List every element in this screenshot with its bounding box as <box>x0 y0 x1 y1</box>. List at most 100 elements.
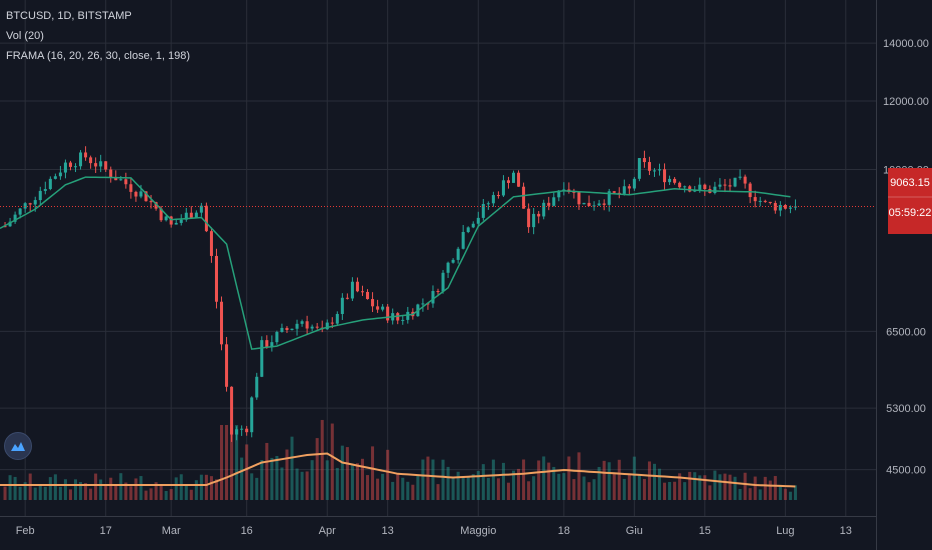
volume-bar <box>476 470 480 500</box>
volume-bar <box>129 486 133 500</box>
frama-indicator-label[interactable]: FRAMA (16, 20, 26, 30, close, 1, 198) <box>6 50 191 62</box>
candle-body <box>793 206 797 208</box>
candle-body <box>310 326 314 329</box>
candle-body <box>512 172 516 183</box>
symbol-label[interactable]: BTCUSD, 1D, BITSTAMP <box>6 10 132 22</box>
volume-bar <box>179 474 183 500</box>
volume-bar <box>673 481 677 500</box>
candle-body <box>406 311 410 320</box>
volume-bar <box>416 475 420 500</box>
volume-bar <box>209 476 213 500</box>
candle-body <box>144 191 148 202</box>
volume-bar <box>194 480 198 500</box>
candle-body <box>18 208 22 215</box>
candle-body <box>718 184 722 187</box>
candle-body <box>788 207 792 209</box>
volume-bars <box>3 419 797 500</box>
candle-body <box>773 202 777 211</box>
volume-bar <box>436 484 440 500</box>
volume-bar <box>23 482 27 500</box>
volume-bar <box>320 419 324 500</box>
candle-body <box>129 184 133 192</box>
candle-body <box>678 182 682 188</box>
volume-bar <box>708 485 712 500</box>
price-tick-label: 6500.00 <box>886 326 926 338</box>
volume-bar <box>159 485 163 500</box>
candle-body <box>486 203 490 205</box>
candle-body <box>58 172 62 177</box>
candle-body <box>637 158 641 179</box>
volume-bar <box>119 473 123 500</box>
candle-body <box>189 212 193 218</box>
candle-body <box>154 202 158 209</box>
volume-bar <box>94 473 98 500</box>
candle-body <box>688 186 692 192</box>
candle-body <box>99 161 103 167</box>
volume-bar <box>411 484 415 500</box>
volume-bar <box>592 479 596 500</box>
candle-body <box>63 162 67 173</box>
volume-indicator-label[interactable]: Vol (20) <box>6 30 44 42</box>
volume-bar <box>778 485 782 500</box>
volume-bar <box>63 479 67 500</box>
candle-body <box>275 332 279 343</box>
volume-bar <box>68 489 72 500</box>
price-axis[interactable]: 14000.0012000.0010000.006500.005300.0045… <box>883 38 929 477</box>
candle-body <box>612 191 616 193</box>
candle-body <box>481 204 485 218</box>
candle-body <box>552 197 556 206</box>
volume-bar <box>733 476 737 500</box>
candle-body <box>607 191 611 205</box>
time-tick-label: Mar <box>162 525 181 537</box>
candle-body <box>340 297 344 314</box>
price-tick-label: 5300.00 <box>886 403 926 415</box>
candle-body <box>184 212 188 220</box>
candle-body <box>305 321 309 329</box>
volume-bar <box>285 449 289 500</box>
candle-body <box>164 216 168 221</box>
candle-body <box>522 186 526 209</box>
candle-body <box>33 200 37 205</box>
volume-bar <box>214 479 218 500</box>
candle-body <box>84 152 88 158</box>
candle-body <box>43 189 47 191</box>
tradingview-logo-icon[interactable] <box>4 432 32 460</box>
volume-bar <box>149 488 153 500</box>
volume-bar <box>763 476 767 500</box>
candle-body <box>381 306 385 310</box>
candle-body <box>441 272 445 292</box>
volume-bar <box>562 473 566 500</box>
time-axis[interactable]: Feb 17 Mar 16 Apr 13 Maggio 18 Giu 15 Lug 13 <box>16 525 852 537</box>
volume-bar <box>496 478 500 500</box>
volume-bar <box>441 459 445 500</box>
candle-body <box>506 180 510 183</box>
candle-body <box>572 191 576 193</box>
volume-bar <box>33 487 37 500</box>
candle-body <box>728 185 732 187</box>
volume-bar <box>647 461 651 500</box>
volume-bar <box>360 458 364 500</box>
volume-bar <box>199 474 203 500</box>
candle-body <box>431 291 435 304</box>
volume-bar <box>587 482 591 500</box>
candle-body <box>743 176 747 184</box>
volume-bar <box>114 484 118 500</box>
volume-bar <box>693 472 697 500</box>
volume-bar <box>426 456 430 500</box>
volume-bar <box>552 466 556 500</box>
volume-bar <box>391 481 395 500</box>
volume-bar <box>265 442 269 500</box>
candle-body <box>220 301 224 345</box>
candle-body <box>335 313 339 324</box>
volume-bar <box>617 459 621 500</box>
volume-bar <box>607 462 611 500</box>
volume-bar <box>512 470 516 500</box>
volume-bar <box>758 489 762 500</box>
time-tick-label: Apr <box>319 525 336 537</box>
candle-body <box>109 169 113 178</box>
volume-bar <box>738 488 742 500</box>
volume-bar <box>461 476 465 500</box>
volume-bar <box>38 485 42 500</box>
volume-bar <box>79 482 83 500</box>
